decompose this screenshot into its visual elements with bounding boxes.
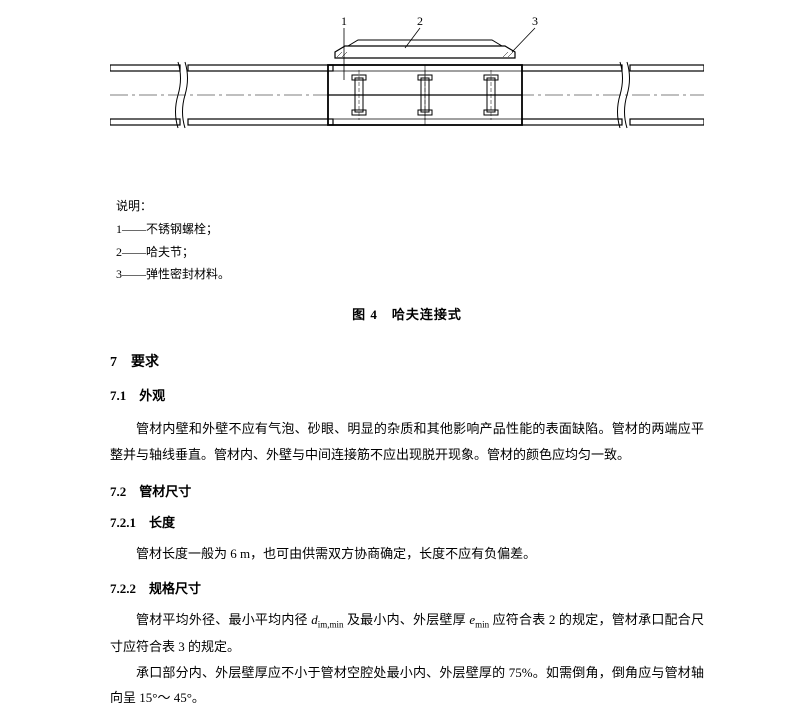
para1-sub1: im,min [318, 620, 344, 630]
section-7-heading: 7 要求 [110, 351, 704, 371]
callout-label-1: 1 [341, 14, 347, 28]
section-7-2-1-heading: 7.2.1 长度 [110, 512, 704, 531]
section-7-2-2-para2: 承口部分内、外层壁厚应不小于管材空腔处最小内、外层壁厚的 75%。如需倒角，倒角… [110, 660, 704, 710]
section-7-2-2-heading: 7.2.2 规格尺寸 [110, 578, 704, 597]
figure-4-diagram: 1 2 3 [110, 10, 704, 190]
legend-item-2: 2——哈夫节； [116, 241, 704, 264]
section-7-2-heading: 7.2 管材尺寸 [110, 481, 704, 500]
section-7-1-heading: 7.1 外观 [110, 385, 704, 404]
section-7-1-para: 管材内壁和外壁不应有气泡、砂眼、明显的杂质和其他影响产品性能的表面缺陷。管材的两… [110, 416, 704, 467]
section-7-2-1-para: 管材长度一般为 6 m，也可由供需双方协商确定，长度不应有负偏差。 [110, 541, 704, 566]
legend-item-1: 1——不锈钢螺栓； [116, 218, 704, 241]
legend-item-3: 3——弹性密封材料。 [116, 263, 704, 286]
callout-label-2: 2 [417, 14, 423, 28]
legend-title: 说明： [116, 195, 704, 218]
callout-label-3: 3 [532, 14, 538, 28]
para1-sub2: min [475, 620, 489, 630]
figure-legend: 说明： 1——不锈钢螺栓； 2——哈夫节； 3——弹性密封材料。 [116, 195, 704, 286]
section-7-2-2-para1: 管材平均外径、最小平均内径 dim,min 及最小内、外层壁厚 emin 应符合… [110, 607, 704, 659]
para1-text-b: 及最小内、外层壁厚 [343, 612, 469, 627]
para1-text-a: 管材平均外径、最小平均内径 [136, 612, 311, 627]
figure-caption: 图 4 哈夫连接式 [110, 304, 704, 323]
pipe-connection-svg: 1 2 3 [110, 10, 704, 190]
